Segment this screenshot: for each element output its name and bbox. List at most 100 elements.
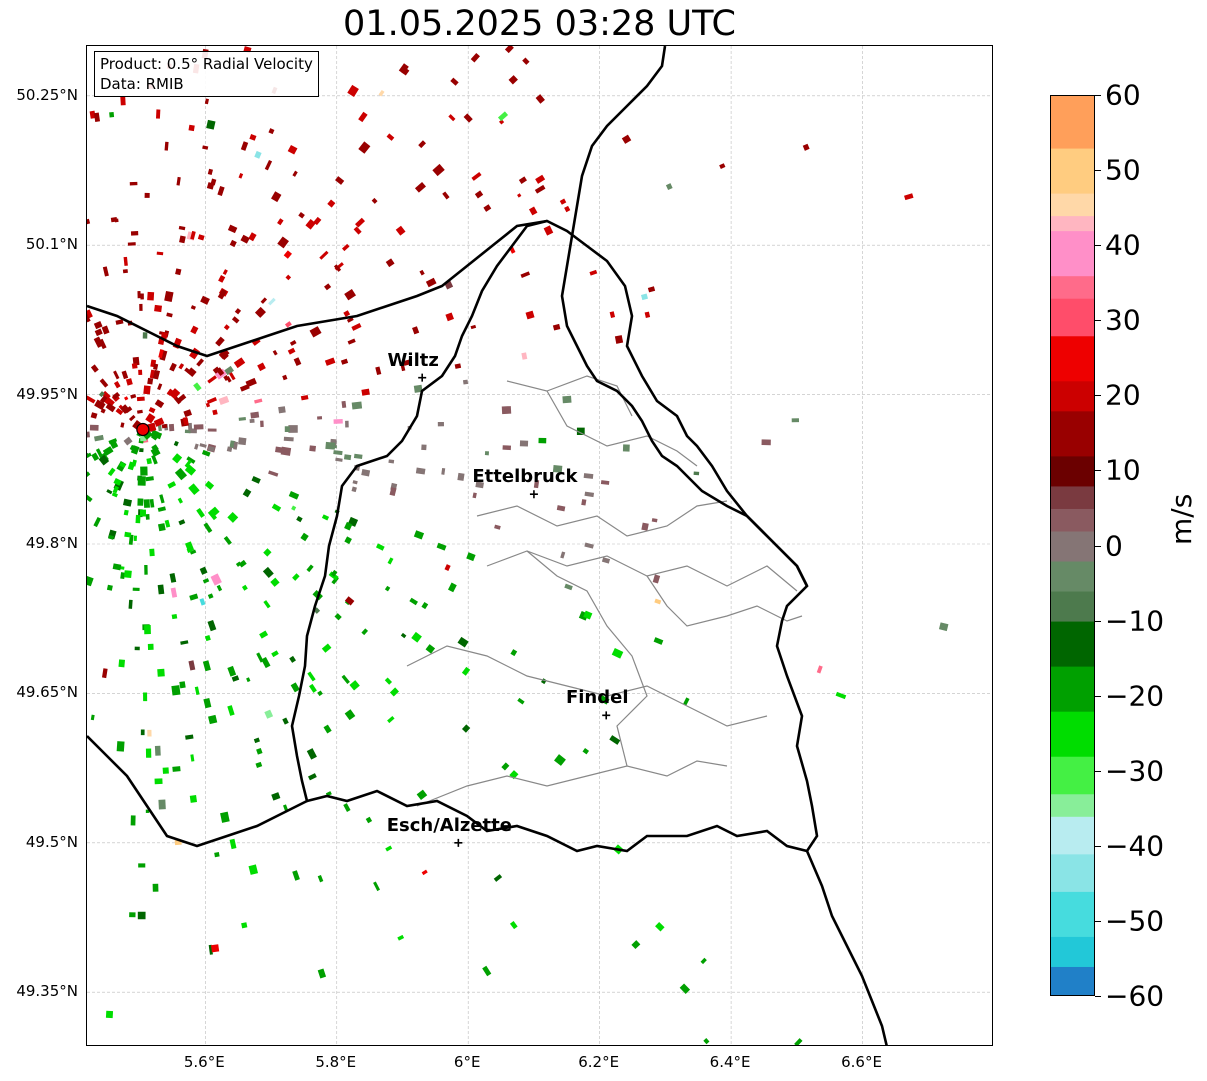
velocity-bin <box>802 143 810 151</box>
colorbar-segment <box>1051 411 1094 457</box>
lon-tick-label: 6°E <box>453 1053 481 1071</box>
velocity-bin <box>254 398 263 404</box>
velocity-bin <box>256 747 263 755</box>
velocity-bin <box>436 542 447 551</box>
velocity-bin <box>238 417 246 421</box>
velocity-bin <box>293 357 302 367</box>
velocity-bin <box>268 297 276 306</box>
velocity-bin <box>176 176 181 186</box>
colorbar-segment <box>1051 381 1094 412</box>
velocity-bin <box>218 350 229 361</box>
colorbar-segment <box>1051 148 1094 195</box>
velocity-bin <box>227 705 235 716</box>
velocity-bin <box>214 852 220 858</box>
velocity-bin <box>123 256 128 266</box>
velocity-bin <box>395 225 406 236</box>
velocity-bin <box>158 349 164 359</box>
velocity-bin <box>351 401 363 410</box>
velocity-bin <box>155 109 161 119</box>
velocity-bin <box>653 637 664 645</box>
velocity-bin <box>99 395 108 404</box>
velocity-bin <box>241 584 248 591</box>
velocity-bin <box>153 417 165 427</box>
velocity-bin <box>108 534 114 540</box>
colorbar-segment <box>1051 298 1094 337</box>
velocity-bin <box>494 524 501 530</box>
velocity-bin <box>144 192 150 198</box>
velocity-bin <box>938 622 949 632</box>
velocity-bin <box>90 714 95 721</box>
velocity-bin <box>202 660 211 672</box>
velocity-bin <box>189 593 199 601</box>
velocity-bin <box>151 454 158 465</box>
velocity-bin <box>534 184 546 194</box>
velocity-bin <box>584 542 594 549</box>
radar-map-canvas <box>87 46 992 1045</box>
velocity-bin <box>207 445 215 452</box>
colorbar-tick-label: 30 <box>1105 303 1141 337</box>
velocity-bin <box>271 650 279 658</box>
velocity-bin <box>169 362 177 372</box>
velocity-bin <box>203 697 212 709</box>
radar-map-panel[interactable] <box>86 45 993 1046</box>
velocity-bin <box>278 406 286 414</box>
velocity-bin <box>497 111 509 122</box>
velocity-bin <box>177 497 183 504</box>
velocity-bin <box>89 110 96 119</box>
velocity-bin <box>361 628 369 636</box>
velocity-bin <box>113 477 122 486</box>
lon-tick-label: 5.8°E <box>315 1053 357 1071</box>
velocity-bin <box>347 84 359 97</box>
velocity-bin <box>483 204 492 212</box>
velocity-bin <box>475 481 484 489</box>
velocity-bin <box>153 363 159 370</box>
velocity-bin <box>385 845 393 852</box>
velocity-bin <box>168 423 175 432</box>
velocity-bin <box>210 573 222 586</box>
velocity-bin <box>109 111 115 118</box>
velocity-bin <box>251 475 261 484</box>
velocity-bin <box>154 778 163 785</box>
velocity-bin <box>179 235 186 244</box>
velocity-bin <box>292 573 300 581</box>
velocity-bin <box>123 436 133 446</box>
velocity-bin <box>255 761 263 768</box>
velocity-bin <box>157 668 165 677</box>
velocity-bin <box>282 717 289 725</box>
velocity-bin <box>349 680 360 691</box>
velocity-bin <box>166 312 173 318</box>
velocity-bin <box>384 677 393 685</box>
velocity-bin <box>413 530 425 540</box>
velocity-bin <box>342 243 350 252</box>
velocity-bin <box>389 687 399 697</box>
velocity-bin <box>589 269 598 276</box>
velocity-bin <box>389 487 397 496</box>
velocity-bin <box>162 767 169 774</box>
velocity-bin <box>344 596 355 606</box>
velocity-bin <box>172 453 183 464</box>
lat-tick-label: 50.1°N <box>25 235 78 254</box>
velocity-bin <box>98 391 105 398</box>
velocity-bin <box>463 113 473 123</box>
colorbar-tick-mark <box>1095 620 1101 622</box>
velocity-bin <box>154 399 165 409</box>
velocity-bin <box>289 655 296 663</box>
velocity-bin <box>313 216 322 226</box>
velocity-bin <box>415 467 426 475</box>
velocity-bin <box>164 141 169 151</box>
velocity-bin <box>284 426 290 432</box>
velocity-bin <box>325 441 336 450</box>
velocity-bin <box>112 563 122 571</box>
colorbar-tick-mark <box>1095 170 1101 172</box>
velocity-bin <box>472 492 477 499</box>
velocity-bin <box>93 321 103 330</box>
velocity-bin <box>111 492 118 498</box>
velocity-bin <box>361 469 371 477</box>
velocity-bin <box>216 367 225 376</box>
velocity-bin <box>139 448 144 453</box>
colorbar-tick-mark <box>1095 470 1101 472</box>
velocity-bin <box>147 377 154 385</box>
colorbar-tick-label: −40 <box>1105 829 1165 863</box>
velocity-bin <box>333 450 343 456</box>
velocity-bin <box>794 1038 803 1045</box>
